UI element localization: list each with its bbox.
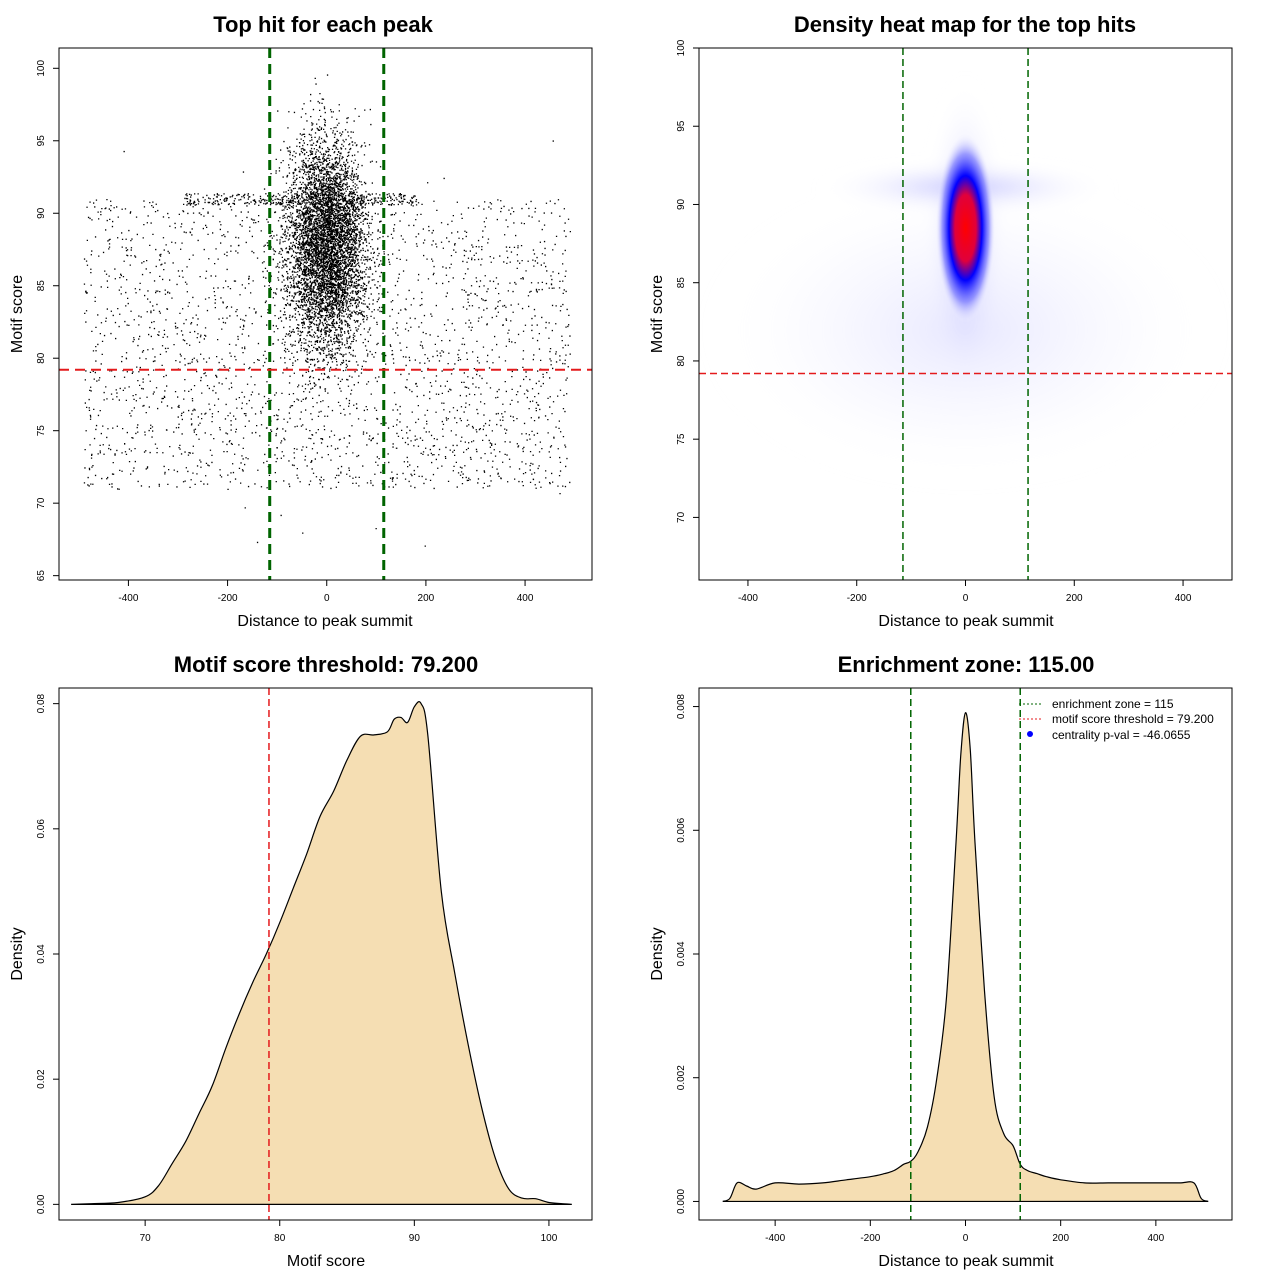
y-tick-label: 100 bbox=[676, 39, 687, 56]
score-density-panel: Motif score threshold: 79.200 70 80 90 100 0… bbox=[9, 652, 593, 1270]
chart-title: Density heat map for the top hits bbox=[794, 12, 1136, 37]
y-axis: 70 75 80 85 90 95 100 bbox=[676, 39, 700, 523]
x-tick-label: 0 bbox=[963, 593, 969, 604]
y-axis: 0.00 0.02 0.04 0.06 0.08 bbox=[36, 693, 60, 1214]
scatter-panel: Top hit for each peak -400 -200 0 200 400 65 7… bbox=[9, 12, 593, 630]
y-tick-label: 0.02 bbox=[36, 1069, 47, 1089]
legend-entry: centrality p-val = -46.0655 bbox=[1052, 728, 1191, 742]
x-axis-label: Motif score bbox=[287, 1253, 365, 1270]
legend-entry: motif score threshold = 79.200 bbox=[1052, 712, 1214, 726]
y-axis-label: Density bbox=[649, 927, 666, 980]
y-tick-label: 80 bbox=[676, 355, 687, 367]
y-tick-label: 75 bbox=[676, 433, 687, 445]
chart-title: Top hit for each peak bbox=[213, 12, 433, 37]
x-tick-label: 200 bbox=[1052, 1233, 1069, 1244]
y-tick-label: 85 bbox=[676, 277, 687, 289]
plot-frame bbox=[58, 47, 593, 581]
legend-entry: enrichment zone = 115 bbox=[1052, 697, 1174, 711]
x-tick-label: -200 bbox=[860, 1233, 880, 1244]
x-axis-label: Distance to peak summit bbox=[878, 1253, 1054, 1270]
y-tick-label: 0.002 bbox=[676, 1065, 687, 1090]
scatter-points bbox=[83, 74, 572, 547]
y-tick-label: 90 bbox=[36, 207, 47, 219]
x-tick-label: -200 bbox=[847, 593, 867, 604]
y-tick-label: 100 bbox=[36, 60, 47, 77]
y-tick-label: 75 bbox=[36, 425, 47, 437]
y-tick-label: 85 bbox=[36, 280, 47, 292]
y-tick-label: 90 bbox=[676, 198, 687, 210]
y-tick-label: 95 bbox=[36, 135, 47, 147]
density-curve bbox=[71, 701, 572, 1205]
x-tick-label: 0 bbox=[324, 593, 330, 604]
x-tick-label: 200 bbox=[1066, 593, 1083, 604]
density-peak bbox=[935, 132, 996, 323]
x-tick-label: 90 bbox=[409, 1233, 421, 1244]
x-axis: -400 -200 0 200 400 bbox=[738, 579, 1192, 604]
legend: enrichment zone = 115 motif score thresh… bbox=[1019, 697, 1214, 742]
y-axis: 0.000 0.002 0.004 0.006 0.008 bbox=[676, 694, 700, 1214]
x-axis-label: Distance to peak summit bbox=[878, 613, 1054, 630]
x-tick-label: 400 bbox=[1148, 1233, 1165, 1244]
y-tick-label: 80 bbox=[36, 352, 47, 364]
y-axis-label: Motif score bbox=[9, 275, 26, 353]
y-axis: 65 70 75 80 85 90 95 100 bbox=[36, 60, 60, 582]
y-tick-label: 0.04 bbox=[36, 944, 47, 964]
chart-title: Enrichment zone: 115.00 bbox=[838, 652, 1095, 677]
y-tick-label: 65 bbox=[36, 570, 47, 582]
x-tick-label: -400 bbox=[765, 1233, 785, 1244]
chart-title: Motif score threshold: 79.200 bbox=[174, 652, 478, 677]
x-tick-label: 100 bbox=[541, 1233, 558, 1244]
y-tick-label: 70 bbox=[676, 511, 687, 523]
distance-density-panel: Enrichment zone: 115.00 -400 -200 0 200 400 0… bbox=[649, 652, 1233, 1270]
x-tick-label: -200 bbox=[218, 593, 238, 604]
x-tick-label: 400 bbox=[1175, 593, 1192, 604]
x-axis: -400 -200 0 200 400 bbox=[765, 1219, 1165, 1244]
x-tick-label: 200 bbox=[418, 593, 435, 604]
x-tick-label: 400 bbox=[517, 593, 534, 604]
y-axis-label: Motif score bbox=[649, 275, 666, 353]
x-tick-label: 80 bbox=[274, 1233, 286, 1244]
y-tick-label: 0.000 bbox=[676, 1188, 687, 1213]
x-axis: 70 80 90 100 bbox=[140, 1219, 558, 1244]
y-axis-label: Density bbox=[9, 927, 26, 980]
x-tick-label: 70 bbox=[140, 1233, 152, 1244]
x-tick-label: -400 bbox=[738, 593, 758, 604]
y-tick-label: 0.008 bbox=[676, 694, 687, 719]
x-tick-label: -400 bbox=[118, 593, 138, 604]
scatter-point-cloud bbox=[83, 74, 572, 547]
legend-key-pval-dot bbox=[1027, 731, 1033, 737]
y-tick-label: 95 bbox=[676, 120, 687, 132]
y-tick-label: 70 bbox=[36, 497, 47, 509]
x-tick-label: 0 bbox=[963, 1233, 969, 1244]
y-tick-label: 0.00 bbox=[36, 1194, 47, 1214]
x-axis-label: Distance to peak summit bbox=[237, 613, 413, 630]
x-axis: -400 -200 0 200 400 bbox=[118, 579, 534, 604]
density-curve bbox=[722, 712, 1209, 1203]
density-field bbox=[699, 48, 1232, 580]
y-tick-label: 0.06 bbox=[36, 819, 47, 839]
y-tick-label: 0.006 bbox=[676, 817, 687, 842]
y-tick-label: 0.08 bbox=[36, 693, 47, 713]
heatmap-panel: Density heat map for the top hits -400 -2… bbox=[649, 12, 1233, 630]
y-tick-label: 0.004 bbox=[676, 941, 687, 966]
